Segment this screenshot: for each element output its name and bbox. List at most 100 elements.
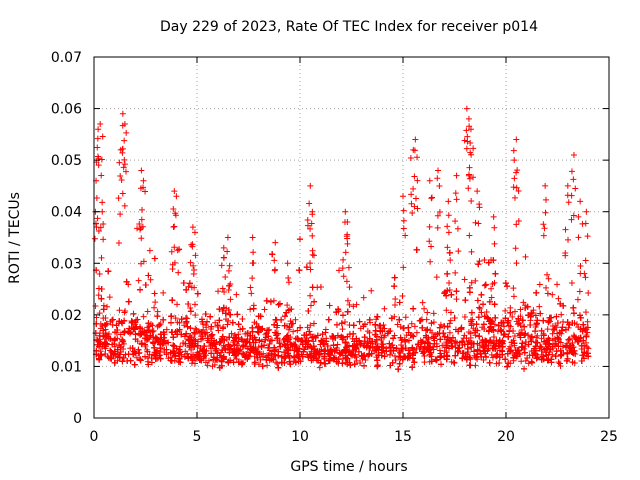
- data-point: [455, 345, 462, 352]
- data-point: [454, 348, 461, 355]
- data-point: [378, 334, 385, 341]
- data-point: [530, 307, 537, 314]
- data-point: [311, 298, 318, 305]
- data-point: [270, 356, 277, 363]
- data-point: [226, 334, 233, 341]
- data-point: [133, 354, 140, 361]
- data-point: [443, 344, 450, 351]
- data-point: [413, 329, 420, 336]
- data-point: [309, 284, 316, 291]
- data-point: [522, 330, 529, 337]
- data-point: [493, 360, 500, 367]
- data-point: [144, 308, 151, 315]
- data-point: [272, 329, 279, 336]
- data-point: [222, 346, 229, 353]
- data-point: [339, 326, 346, 333]
- data-point: [491, 321, 498, 328]
- data-point: [569, 320, 576, 327]
- data-point: [296, 236, 303, 243]
- data-point: [233, 341, 240, 348]
- data-point: [284, 350, 291, 357]
- data-point: [146, 323, 153, 330]
- data-point: [318, 337, 325, 344]
- data-point: [522, 338, 529, 345]
- data-point: [160, 316, 167, 323]
- data-point: [550, 326, 557, 333]
- data-point: [441, 333, 448, 340]
- data-point: [564, 350, 571, 357]
- data-point: [117, 331, 124, 338]
- data-point: [96, 343, 103, 350]
- data-point: [448, 291, 455, 298]
- data-point: [458, 325, 465, 332]
- data-point: [584, 344, 591, 351]
- data-point: [493, 337, 500, 344]
- data-point: [369, 343, 376, 350]
- data-point: [418, 316, 425, 323]
- data-point: [291, 354, 298, 361]
- data-point: [421, 359, 428, 366]
- data-point: [350, 303, 357, 310]
- data-point: [196, 350, 203, 357]
- data-point: [346, 359, 353, 366]
- data-point: [487, 324, 494, 331]
- data-point: [566, 335, 573, 342]
- data-point: [533, 320, 540, 327]
- data-point: [533, 289, 540, 296]
- data-point: [263, 334, 270, 341]
- data-point: [552, 353, 559, 360]
- data-point: [570, 304, 577, 311]
- data-point: [482, 281, 489, 288]
- data-point: [188, 353, 195, 360]
- data-point: [168, 313, 175, 320]
- data-point: [254, 354, 261, 361]
- data-point: [142, 353, 149, 360]
- data-point: [129, 319, 136, 326]
- data-point: [202, 310, 209, 317]
- data-point: [556, 360, 563, 367]
- data-point: [215, 288, 222, 295]
- data-point: [105, 268, 112, 275]
- data-point: [387, 328, 394, 335]
- data-point: [568, 279, 575, 286]
- data-point: [441, 323, 448, 330]
- data-point: [350, 322, 357, 329]
- data-point: [453, 296, 460, 303]
- data-points: [91, 105, 592, 373]
- data-point: [147, 276, 154, 283]
- data-point: [374, 357, 381, 364]
- data-point: [100, 315, 107, 322]
- data-point: [475, 314, 482, 321]
- data-point: [363, 344, 370, 351]
- data-point: [137, 325, 144, 332]
- data-point: [291, 353, 298, 360]
- data-point: [235, 331, 242, 338]
- data-point: [459, 338, 466, 345]
- data-point: [355, 348, 362, 355]
- data-point: [567, 345, 574, 352]
- data-point: [98, 295, 105, 302]
- data-point: [433, 343, 440, 350]
- data-point: [492, 270, 499, 277]
- data-point: [178, 331, 185, 338]
- data-point: [467, 362, 474, 369]
- data-point: [276, 340, 283, 347]
- data-point: [444, 334, 451, 341]
- data-point: [543, 352, 550, 359]
- data-point: [160, 329, 167, 336]
- data-point: [434, 330, 441, 337]
- data-point: [356, 337, 363, 344]
- data-point: [163, 326, 170, 333]
- data-point: [443, 307, 450, 314]
- data-point: [486, 327, 493, 334]
- data-point: [418, 339, 425, 346]
- data-point: [410, 305, 417, 312]
- data-point: [409, 344, 416, 351]
- data-point: [234, 311, 241, 318]
- data-point: [468, 279, 475, 286]
- data-point: [281, 322, 288, 329]
- data-point: [505, 360, 512, 367]
- data-point: [152, 349, 159, 356]
- data-point: [485, 315, 492, 322]
- data-point: [506, 348, 513, 355]
